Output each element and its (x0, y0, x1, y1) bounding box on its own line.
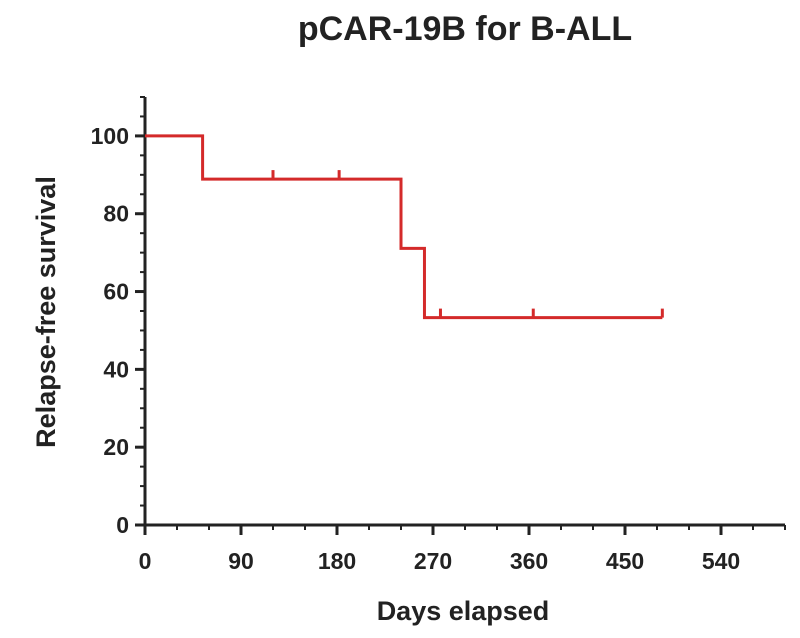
survival-curve (145, 134, 663, 320)
x-tick-label: 0 (139, 548, 152, 574)
axes (135, 97, 785, 535)
x-axis-label: Days elapsed (377, 596, 550, 626)
y-axis-label: Relapse-free survival (31, 176, 61, 448)
x-tick-label: 270 (414, 548, 452, 574)
y-tick-label: 40 (103, 356, 129, 382)
minor-ticks (140, 96, 786, 530)
y-tick-label: 20 (103, 434, 129, 460)
y-tick-label: 0 (116, 512, 129, 538)
chart-title: pCAR-19B for B-ALL (297, 10, 633, 48)
series-layer (145, 134, 664, 320)
x-tick-label: 540 (702, 548, 740, 574)
x-tick-label: 180 (318, 548, 356, 574)
y-tick-label: 60 (103, 279, 129, 305)
x-tick-label: 90 (228, 548, 254, 574)
tick-labels: 0 20 40 60 80 100 0 90 180 270 360 450 540 (91, 123, 741, 574)
y-tick-label: 100 (91, 123, 129, 149)
x-tick-label: 360 (510, 548, 548, 574)
y-tick-label: 80 (103, 201, 129, 227)
x-tick-label: 450 (606, 548, 644, 574)
